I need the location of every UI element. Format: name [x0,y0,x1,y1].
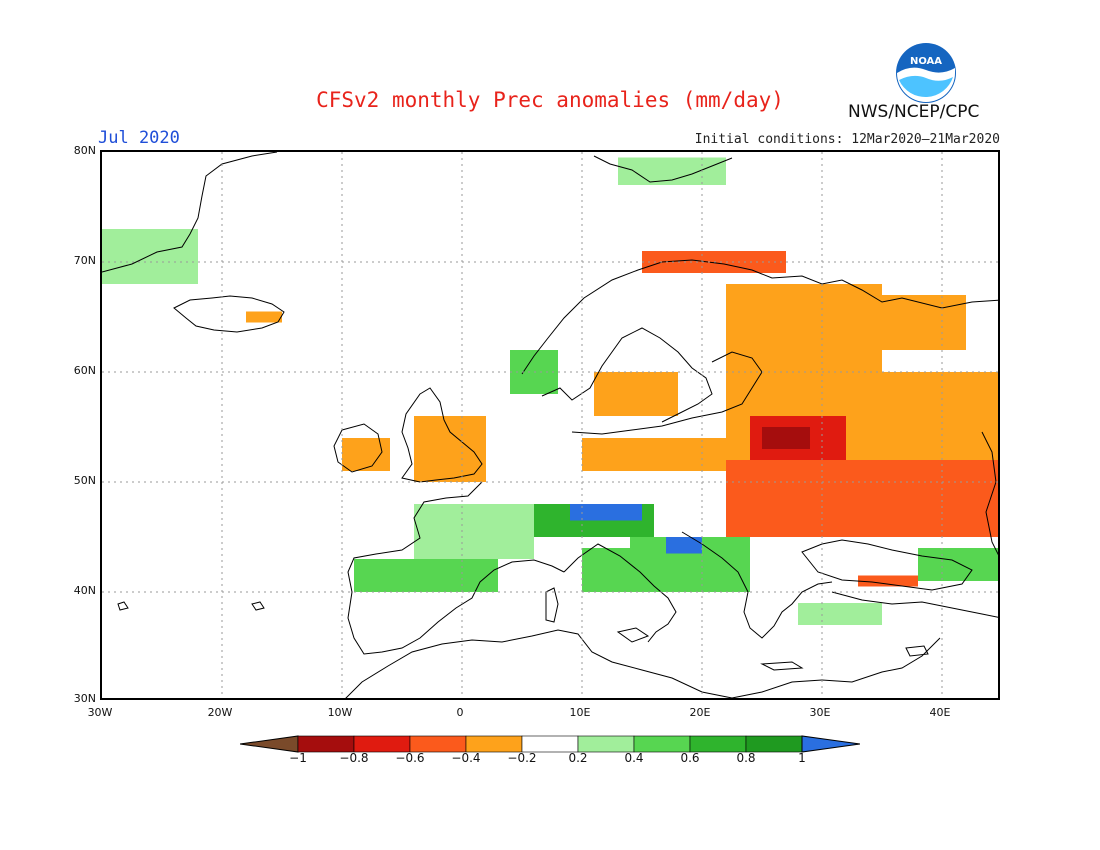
coastline-north-africa [345,629,941,698]
anomaly-region-18 [354,559,498,592]
colorbar-segment-4 [521,735,579,753]
month-label: Jul 2020 [98,128,180,148]
anomaly-region-7 [414,416,486,482]
colorbar-tick-label: −0.4 [451,751,481,765]
coastline-baltic [571,351,763,435]
lon-label-40e: 40E [929,706,951,719]
agency-label: NWS/NCEP/CPC [848,102,980,122]
colorbar-tick-label: −0.2 [507,751,537,765]
coastline-britain [401,387,483,483]
anomaly-region-22 [858,575,918,587]
coastline-cyprus [905,645,929,657]
coastline-sicily [616,627,650,643]
coastlines [102,152,998,698]
colorbar-tick-label: 0.4 [624,751,644,765]
noaa-logo-text: NOAA [910,56,942,67]
anomaly-map [102,152,998,698]
colorbar-tick-label: 0.6 [680,751,700,765]
colorbar-tick-label: −1 [289,751,307,765]
lon-label-10e: 10E [569,706,591,719]
map-title: CFSv2 monthly Prec anomalies (mm/day) [316,88,784,112]
coastline-iceland [173,295,285,333]
colorbar-tick-label: 0.2 [568,751,588,765]
anomaly-region-5 [594,372,678,416]
colorbar-segment-1 [353,735,411,753]
lon-label-20e: 20E [689,706,711,719]
coastline-canary [117,601,129,611]
initial-conditions-label: Initial conditions: 12Mar2020–21Mar2020 [694,132,1000,147]
lat-label-60n: 60N [73,364,96,377]
lon-label-0: 0 [456,706,464,719]
colorbar-segment-0 [297,735,355,753]
anomaly-region-14 [582,438,726,471]
lat-label-80n: 80N [73,144,96,157]
anomaly-region-13 [726,460,998,537]
anomaly-region-12 [762,427,810,449]
anomaly-region-6 [342,438,390,471]
lat-label-50n: 50N [73,474,96,487]
anomaly-region-24 [918,548,998,581]
colorbar-segment-6 [633,735,691,753]
lat-label-40n: 40N [73,584,96,597]
colorbar-segment-5 [577,735,635,753]
colorbar-graphic [239,735,861,753]
anomaly-region-15 [414,504,534,559]
colorbar-segments [239,735,861,753]
coastline-balkans [681,531,833,639]
coastline-greenland [102,152,278,273]
coastline-madeira [251,601,265,611]
colorbar-segment-7 [689,735,747,753]
lat-label-30n: 30N [73,692,96,705]
coastline-scandinavia [521,259,998,375]
anomaly-region-21 [666,537,702,554]
anomaly-region-17 [570,504,642,521]
coastline-anatolia [831,591,998,618]
colorbar-segment-8 [745,735,803,753]
anomaly-region-0 [102,229,198,284]
colorbar-segment-3 [465,735,523,753]
colorbar-tick-label: −0.6 [395,751,425,765]
coastline-italy [563,543,677,643]
coastline-caspian [981,431,998,556]
anomaly-region-1 [246,311,282,323]
noaa-logo: NOAA [895,42,957,108]
coastline-ireland [333,423,383,473]
map-panel [100,150,1000,700]
lon-label-20w: 20W [207,706,233,719]
anomaly-region-23 [798,603,882,625]
coastline-svalbard [593,155,733,183]
colorbar-tick-label: −0.8 [339,751,369,765]
lon-label-30w: 30W [87,706,113,719]
lon-label-10w: 10W [327,706,353,719]
anomaly-region-9 [822,295,966,350]
colorbar-segment-2 [409,735,467,753]
coastline-black-sea [801,539,973,591]
coastline-sardinia [545,587,559,623]
coastline-crete [760,661,804,671]
colorbar-arrow-low [239,735,299,753]
colorbar-tick-label: 0.8 [736,751,756,765]
anomaly-layer [102,157,998,625]
lat-label-70n: 70N [73,254,96,267]
colorbar [239,734,861,758]
coastline-scandinavia-inner [541,327,713,423]
graticule [102,152,998,698]
colorbar-tick-label: 1 [798,751,806,765]
colorbar-arrow-high [801,735,861,753]
lon-label-30e: 30E [809,706,831,719]
coastline-western-europe [347,481,565,655]
